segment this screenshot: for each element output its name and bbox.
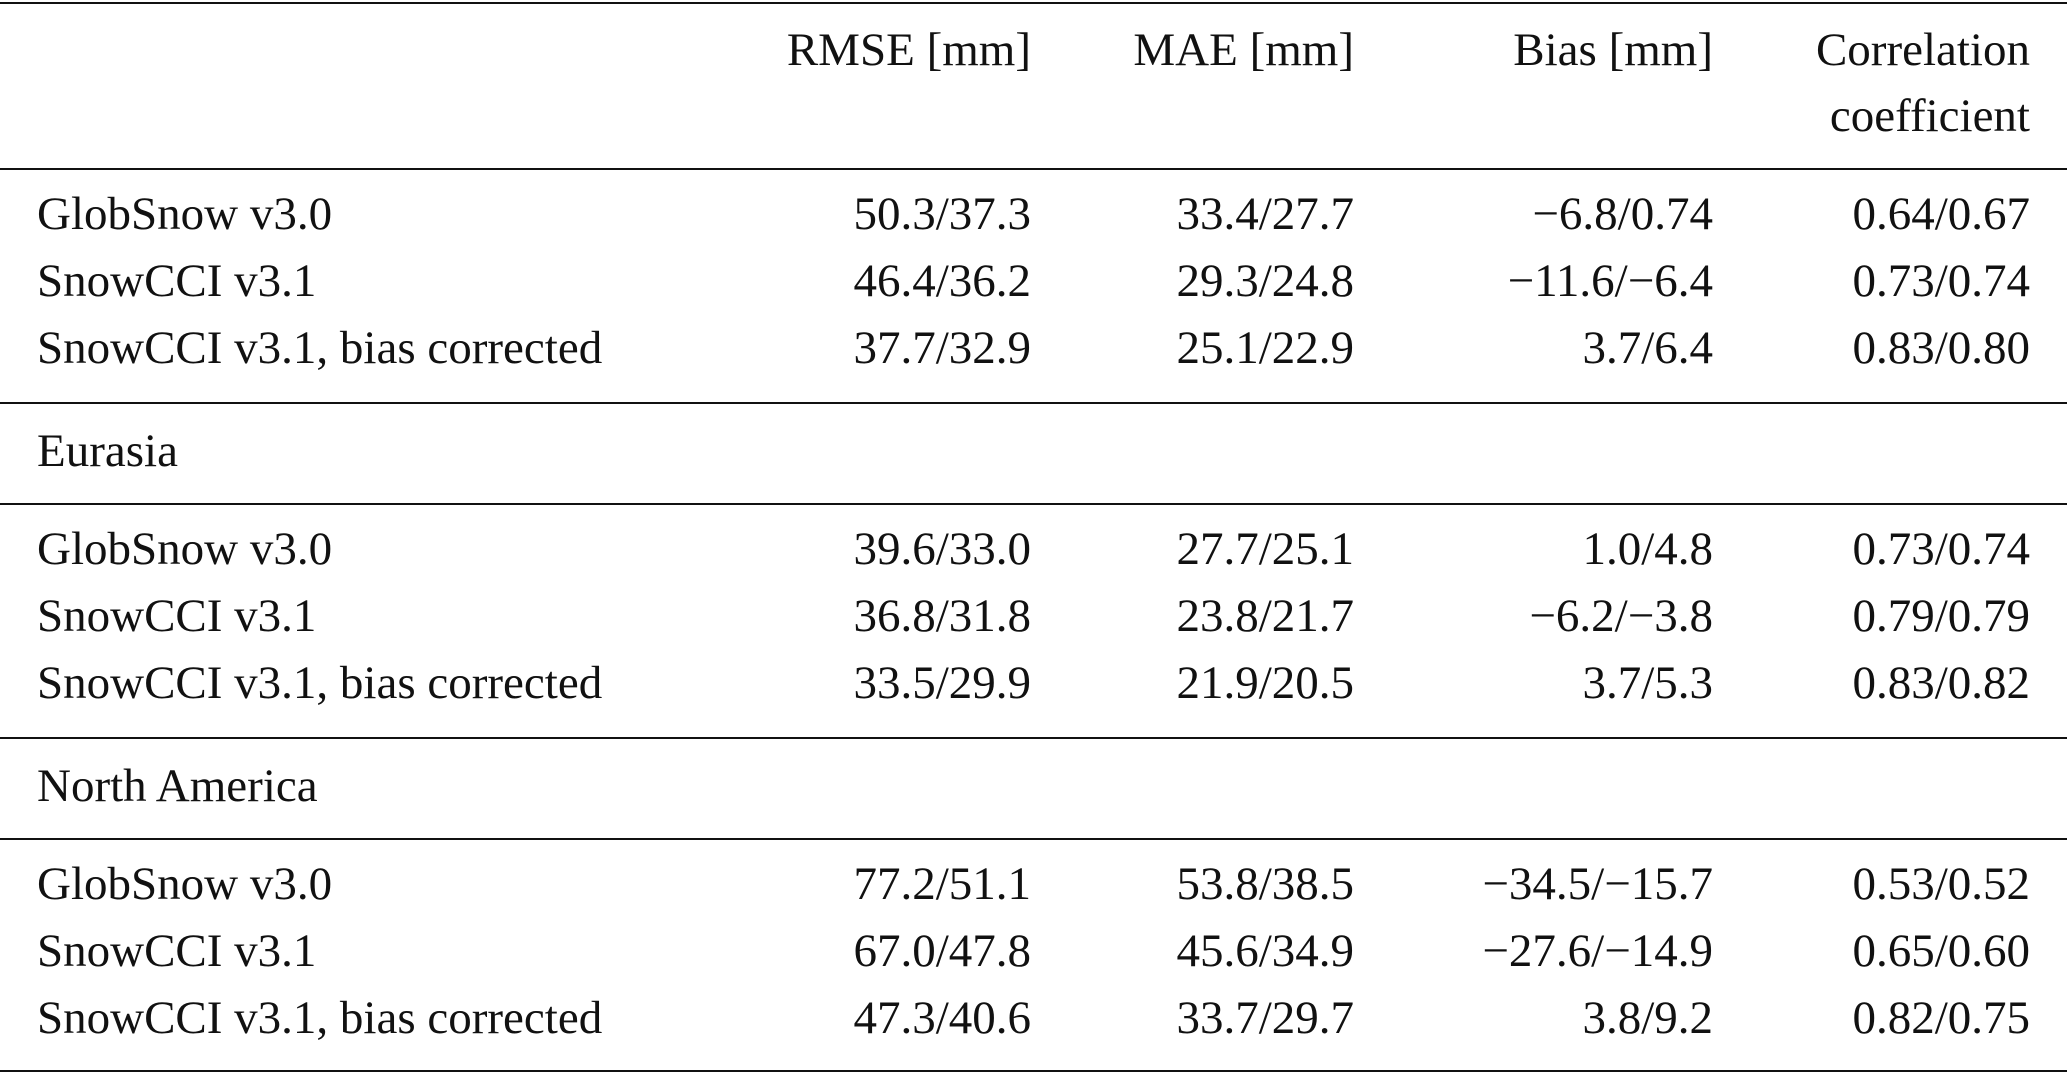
cell: 1.0/4.8 [1582, 523, 1713, 575]
cell: 0.73/0.74 [1852, 255, 2030, 307]
row-label: GlobSnow v3.0 [37, 188, 333, 240]
cell: 0.65/0.60 [1852, 925, 2030, 977]
cell: 46.4/36.2 [853, 255, 1031, 307]
column-header: RMSE [mm] [786, 24, 1031, 76]
column-header: Correlation coefficient [1815, 24, 2030, 142]
cell: 39.6/33.0 [853, 523, 1031, 575]
row-label: SnowCCI v3.1, bias corrected [37, 992, 603, 1044]
rule [0, 503, 2067, 505]
cell: −6.2/−3.8 [1529, 590, 1713, 642]
cell: 29.3/24.8 [1176, 255, 1354, 307]
cell: 0.64/0.67 [1852, 188, 2030, 240]
cell: 23.8/21.7 [1176, 590, 1354, 642]
row-label: SnowCCI v3.1 [37, 590, 317, 642]
rule [0, 402, 2067, 404]
cell: 0.83/0.80 [1852, 322, 2030, 374]
row-label: GlobSnow v3.0 [37, 858, 333, 910]
rule [0, 737, 2067, 739]
cell: 3.7/5.3 [1582, 657, 1713, 709]
cell: 0.83/0.82 [1852, 657, 2030, 709]
cell: 77.2/51.1 [853, 858, 1031, 910]
cell: 33.4/27.7 [1176, 188, 1354, 240]
row-label: SnowCCI v3.1 [37, 255, 317, 307]
rule [0, 168, 2067, 170]
cell: 36.8/31.8 [853, 590, 1031, 642]
row-label: GlobSnow v3.0 [37, 523, 333, 575]
cell: 50.3/37.3 [853, 188, 1031, 240]
rule [0, 2, 2067, 4]
cell: 21.9/20.5 [1176, 657, 1354, 709]
cell: 0.73/0.74 [1852, 523, 2030, 575]
cell: −34.5/−15.7 [1482, 858, 1713, 910]
row-label: SnowCCI v3.1, bias corrected [37, 322, 603, 374]
row-label: SnowCCI v3.1 [37, 925, 317, 977]
cell: −11.6/−6.4 [1507, 255, 1713, 307]
cell: 0.82/0.75 [1852, 992, 2030, 1044]
rule [0, 1070, 2067, 1072]
cell: −6.8/0.74 [1532, 188, 1713, 240]
cell: 3.7/6.4 [1582, 322, 1713, 374]
cell: 0.79/0.79 [1852, 590, 2030, 642]
column-header: Bias [mm] [1513, 24, 1713, 76]
cell: 25.1/22.9 [1176, 322, 1354, 374]
column-header: MAE [mm] [1133, 24, 1354, 76]
cell: 27.7/25.1 [1176, 523, 1354, 575]
cell: 67.0/47.8 [853, 925, 1031, 977]
cell: 33.7/29.7 [1176, 992, 1354, 1044]
cell: 33.5/29.9 [853, 657, 1031, 709]
cell: 45.6/34.9 [1176, 925, 1354, 977]
cell: 37.7/32.9 [853, 322, 1031, 374]
cell: 3.8/9.2 [1582, 992, 1713, 1044]
row-label: SnowCCI v3.1, bias corrected [37, 657, 603, 709]
group-label: Eurasia [37, 425, 178, 477]
group-label: North America [37, 760, 318, 812]
cell: 47.3/40.6 [853, 992, 1031, 1044]
rule [0, 838, 2067, 840]
cell: 0.53/0.52 [1852, 858, 2030, 910]
cell: −27.6/−14.9 [1482, 925, 1713, 977]
cell: 53.8/38.5 [1176, 858, 1354, 910]
